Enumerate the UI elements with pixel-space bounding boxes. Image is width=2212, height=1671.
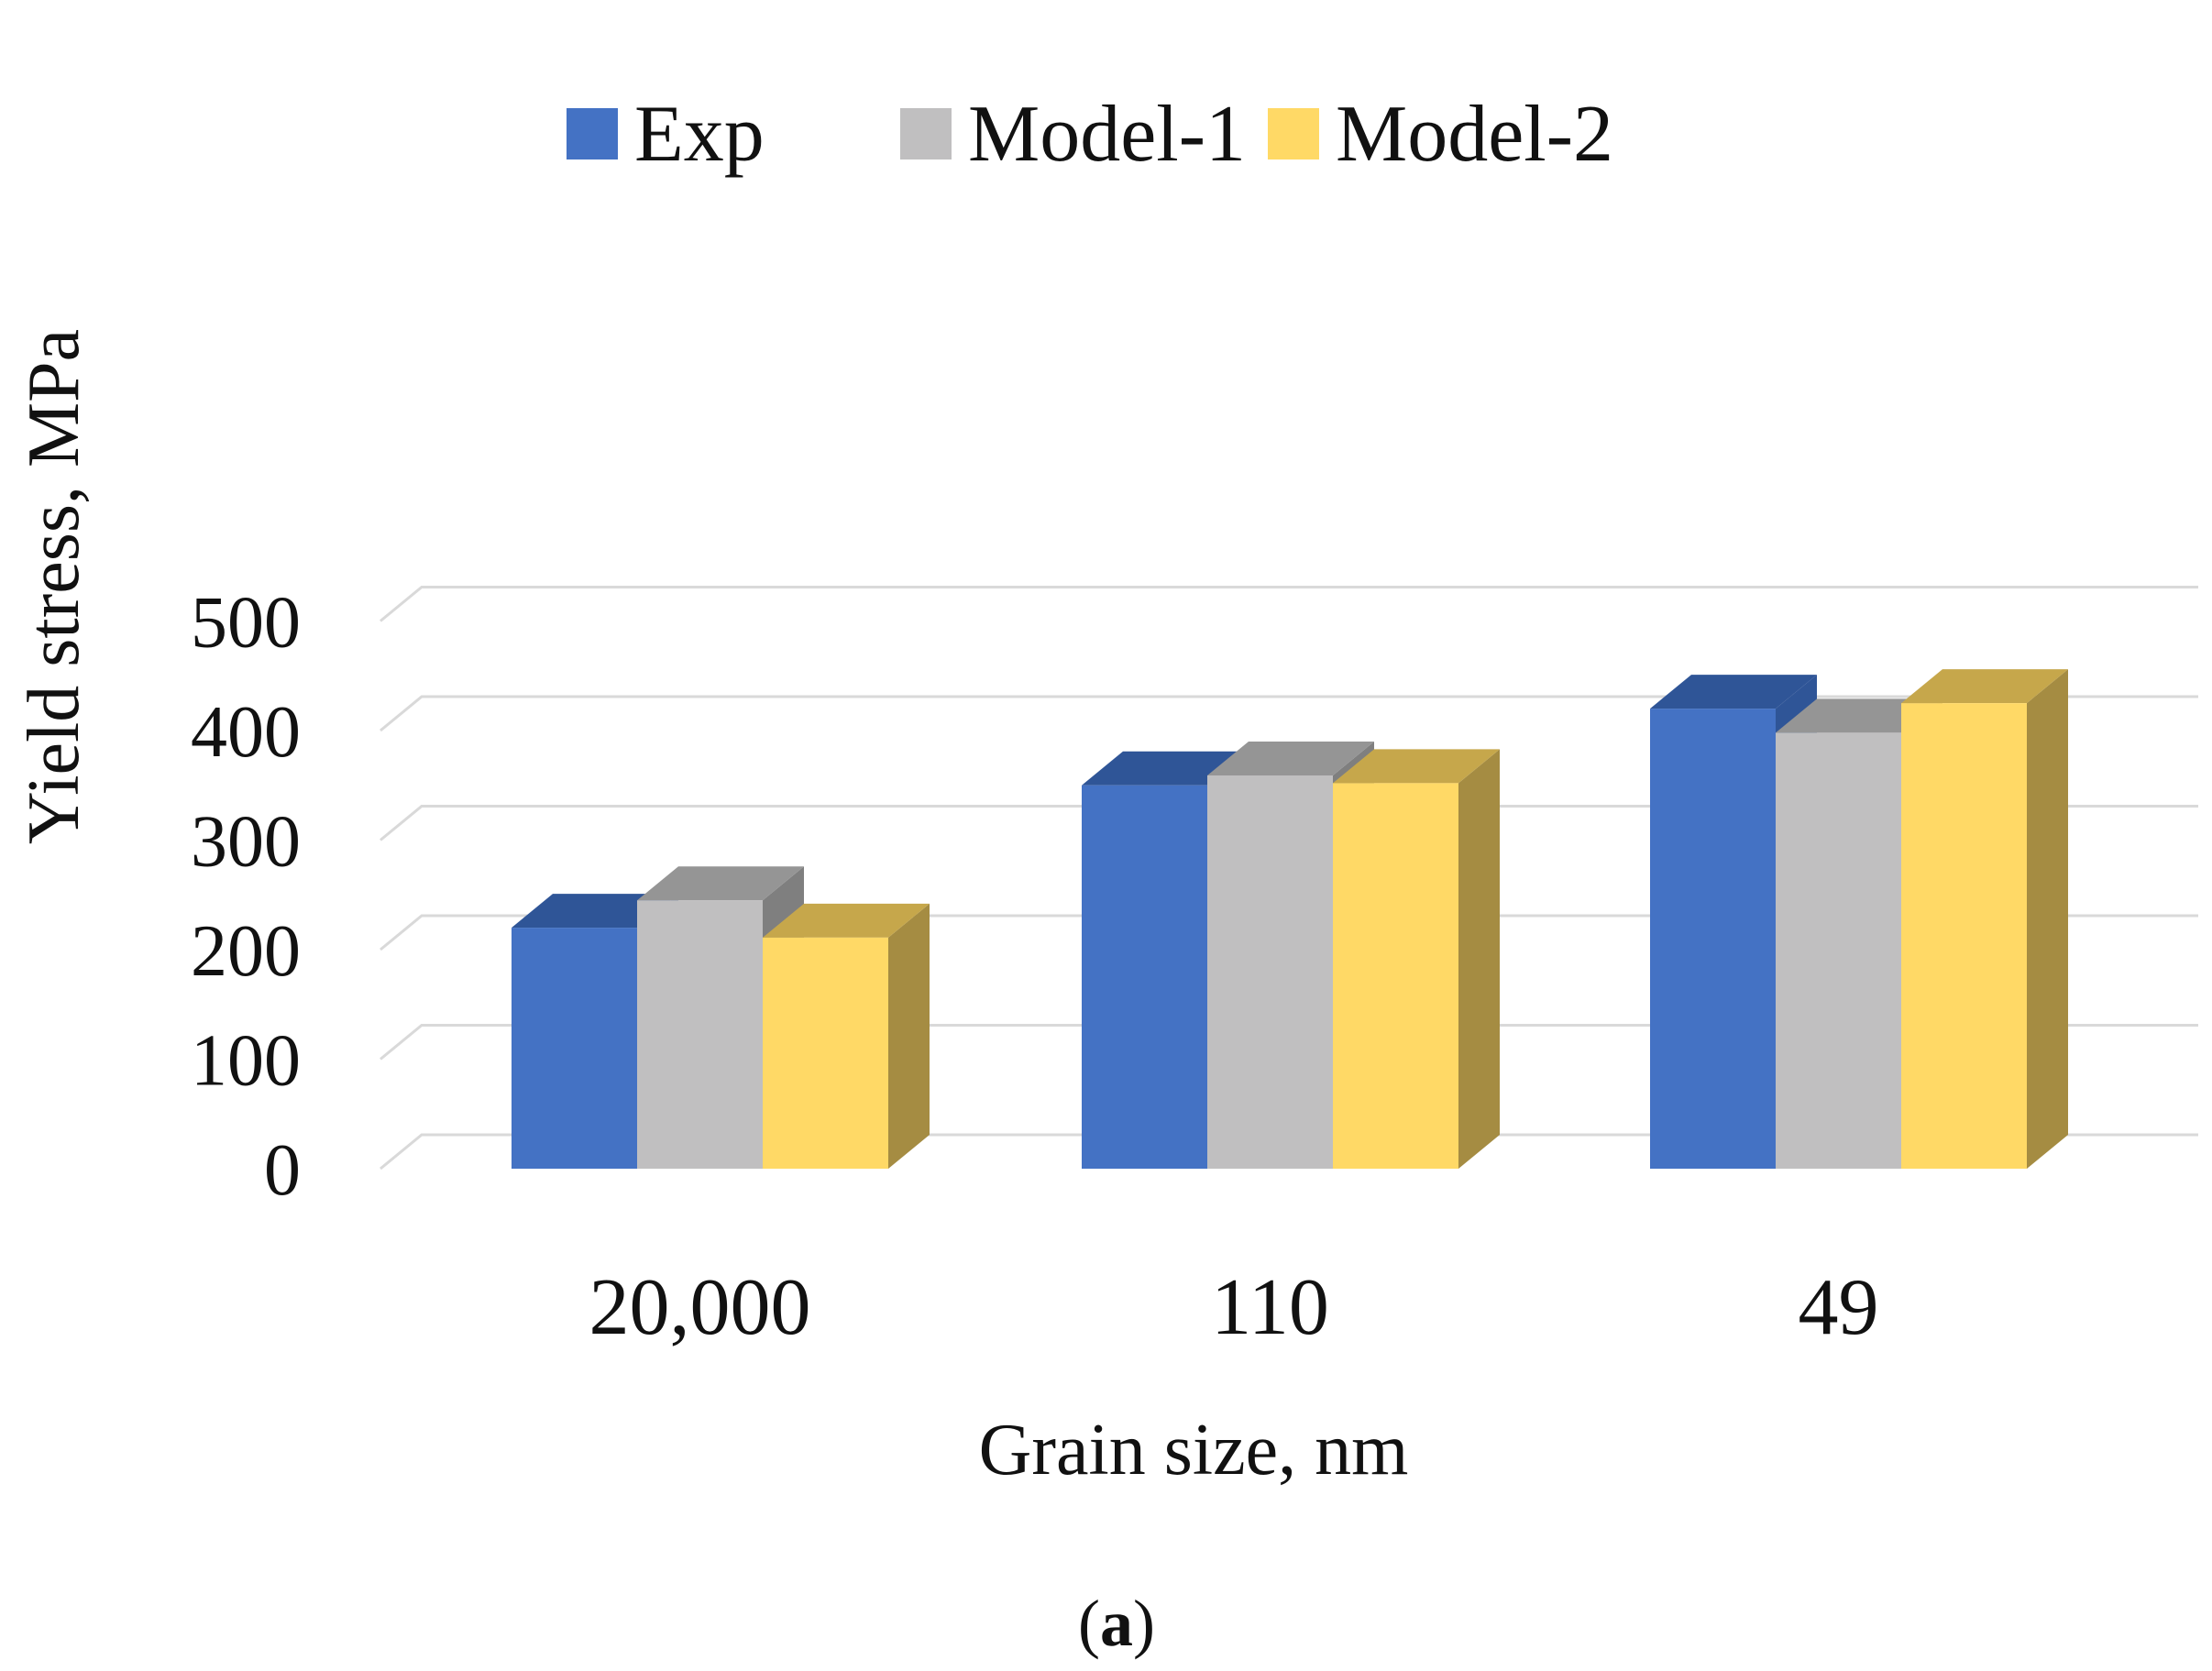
gridline [380, 695, 2198, 732]
x-tick-label: 110 [1211, 1263, 1329, 1352]
gridline [380, 586, 2198, 622]
bar-side [2027, 669, 2068, 1169]
y-tick-label: 100 [191, 1021, 301, 1102]
x-tick-label: 20,000 [589, 1263, 811, 1352]
bar-top [1901, 669, 2068, 704]
bar-front [1901, 703, 2027, 1169]
bar-side [888, 903, 930, 1169]
legend-label: Exp [634, 90, 765, 179]
bar-top [637, 866, 804, 901]
bar-top [1207, 741, 1374, 775]
bars [512, 669, 2068, 1169]
caption-letter: a [1100, 1587, 1133, 1660]
y-tick-label: 0 [264, 1130, 301, 1211]
bar-front [1082, 785, 1207, 1169]
bar-front [1776, 732, 1901, 1169]
bar-side [1458, 749, 1500, 1169]
bar-top [763, 903, 930, 938]
bar-front [763, 937, 888, 1169]
x-axis-title: Grain size, nm [979, 1410, 1409, 1490]
bar-model-2-2 [1901, 669, 2068, 1169]
x-axis-ticks: 20,000 110 49 [589, 1263, 1879, 1352]
bar-top [1333, 749, 1500, 784]
gridline [380, 914, 2198, 951]
bar-front [1207, 775, 1333, 1169]
y-axis-title: Yield stress, MPa [14, 329, 94, 844]
bar-top [1650, 675, 1817, 709]
legend-label: Model-2 [1336, 90, 1613, 179]
gridline [380, 1133, 2198, 1171]
bar-model-2-0 [763, 903, 930, 1169]
bar-top [512, 894, 678, 929]
y-axis-ticks: 0 100 200 300 400 500 [191, 583, 301, 1212]
bar-model-2-1 [1333, 749, 1500, 1169]
legend-swatch [1268, 108, 1319, 159]
y-tick-label: 200 [191, 911, 301, 992]
legend: Exp Model-1 Model-2 [567, 90, 1613, 179]
x-tick-label: 49 [1799, 1263, 1879, 1352]
legend-item-exp: Exp [567, 90, 765, 179]
gridlines [380, 586, 2198, 1171]
caption-open-paren: ( [1078, 1587, 1100, 1660]
legend-label: Model-1 [968, 90, 1246, 179]
figure-caption: (a) [1078, 1587, 1155, 1660]
legend-swatch [567, 108, 618, 159]
legend-item-model-2: Model-2 [1268, 90, 1613, 179]
gridline [380, 805, 2198, 841]
bar-front [1650, 709, 1776, 1169]
legend-swatch [900, 108, 952, 159]
gridline [380, 1024, 2198, 1061]
caption-close-paren: ) [1133, 1587, 1155, 1660]
bar-top [1776, 698, 1942, 733]
bar-front [512, 928, 637, 1169]
bar-front [637, 900, 763, 1169]
y-tick-label: 300 [191, 802, 301, 883]
y-tick-label: 500 [191, 583, 301, 664]
y-tick-label: 400 [191, 692, 301, 773]
legend-item-model-1: Model-1 [900, 90, 1246, 179]
bar-top [1082, 751, 1249, 786]
bar-front [1333, 783, 1458, 1169]
